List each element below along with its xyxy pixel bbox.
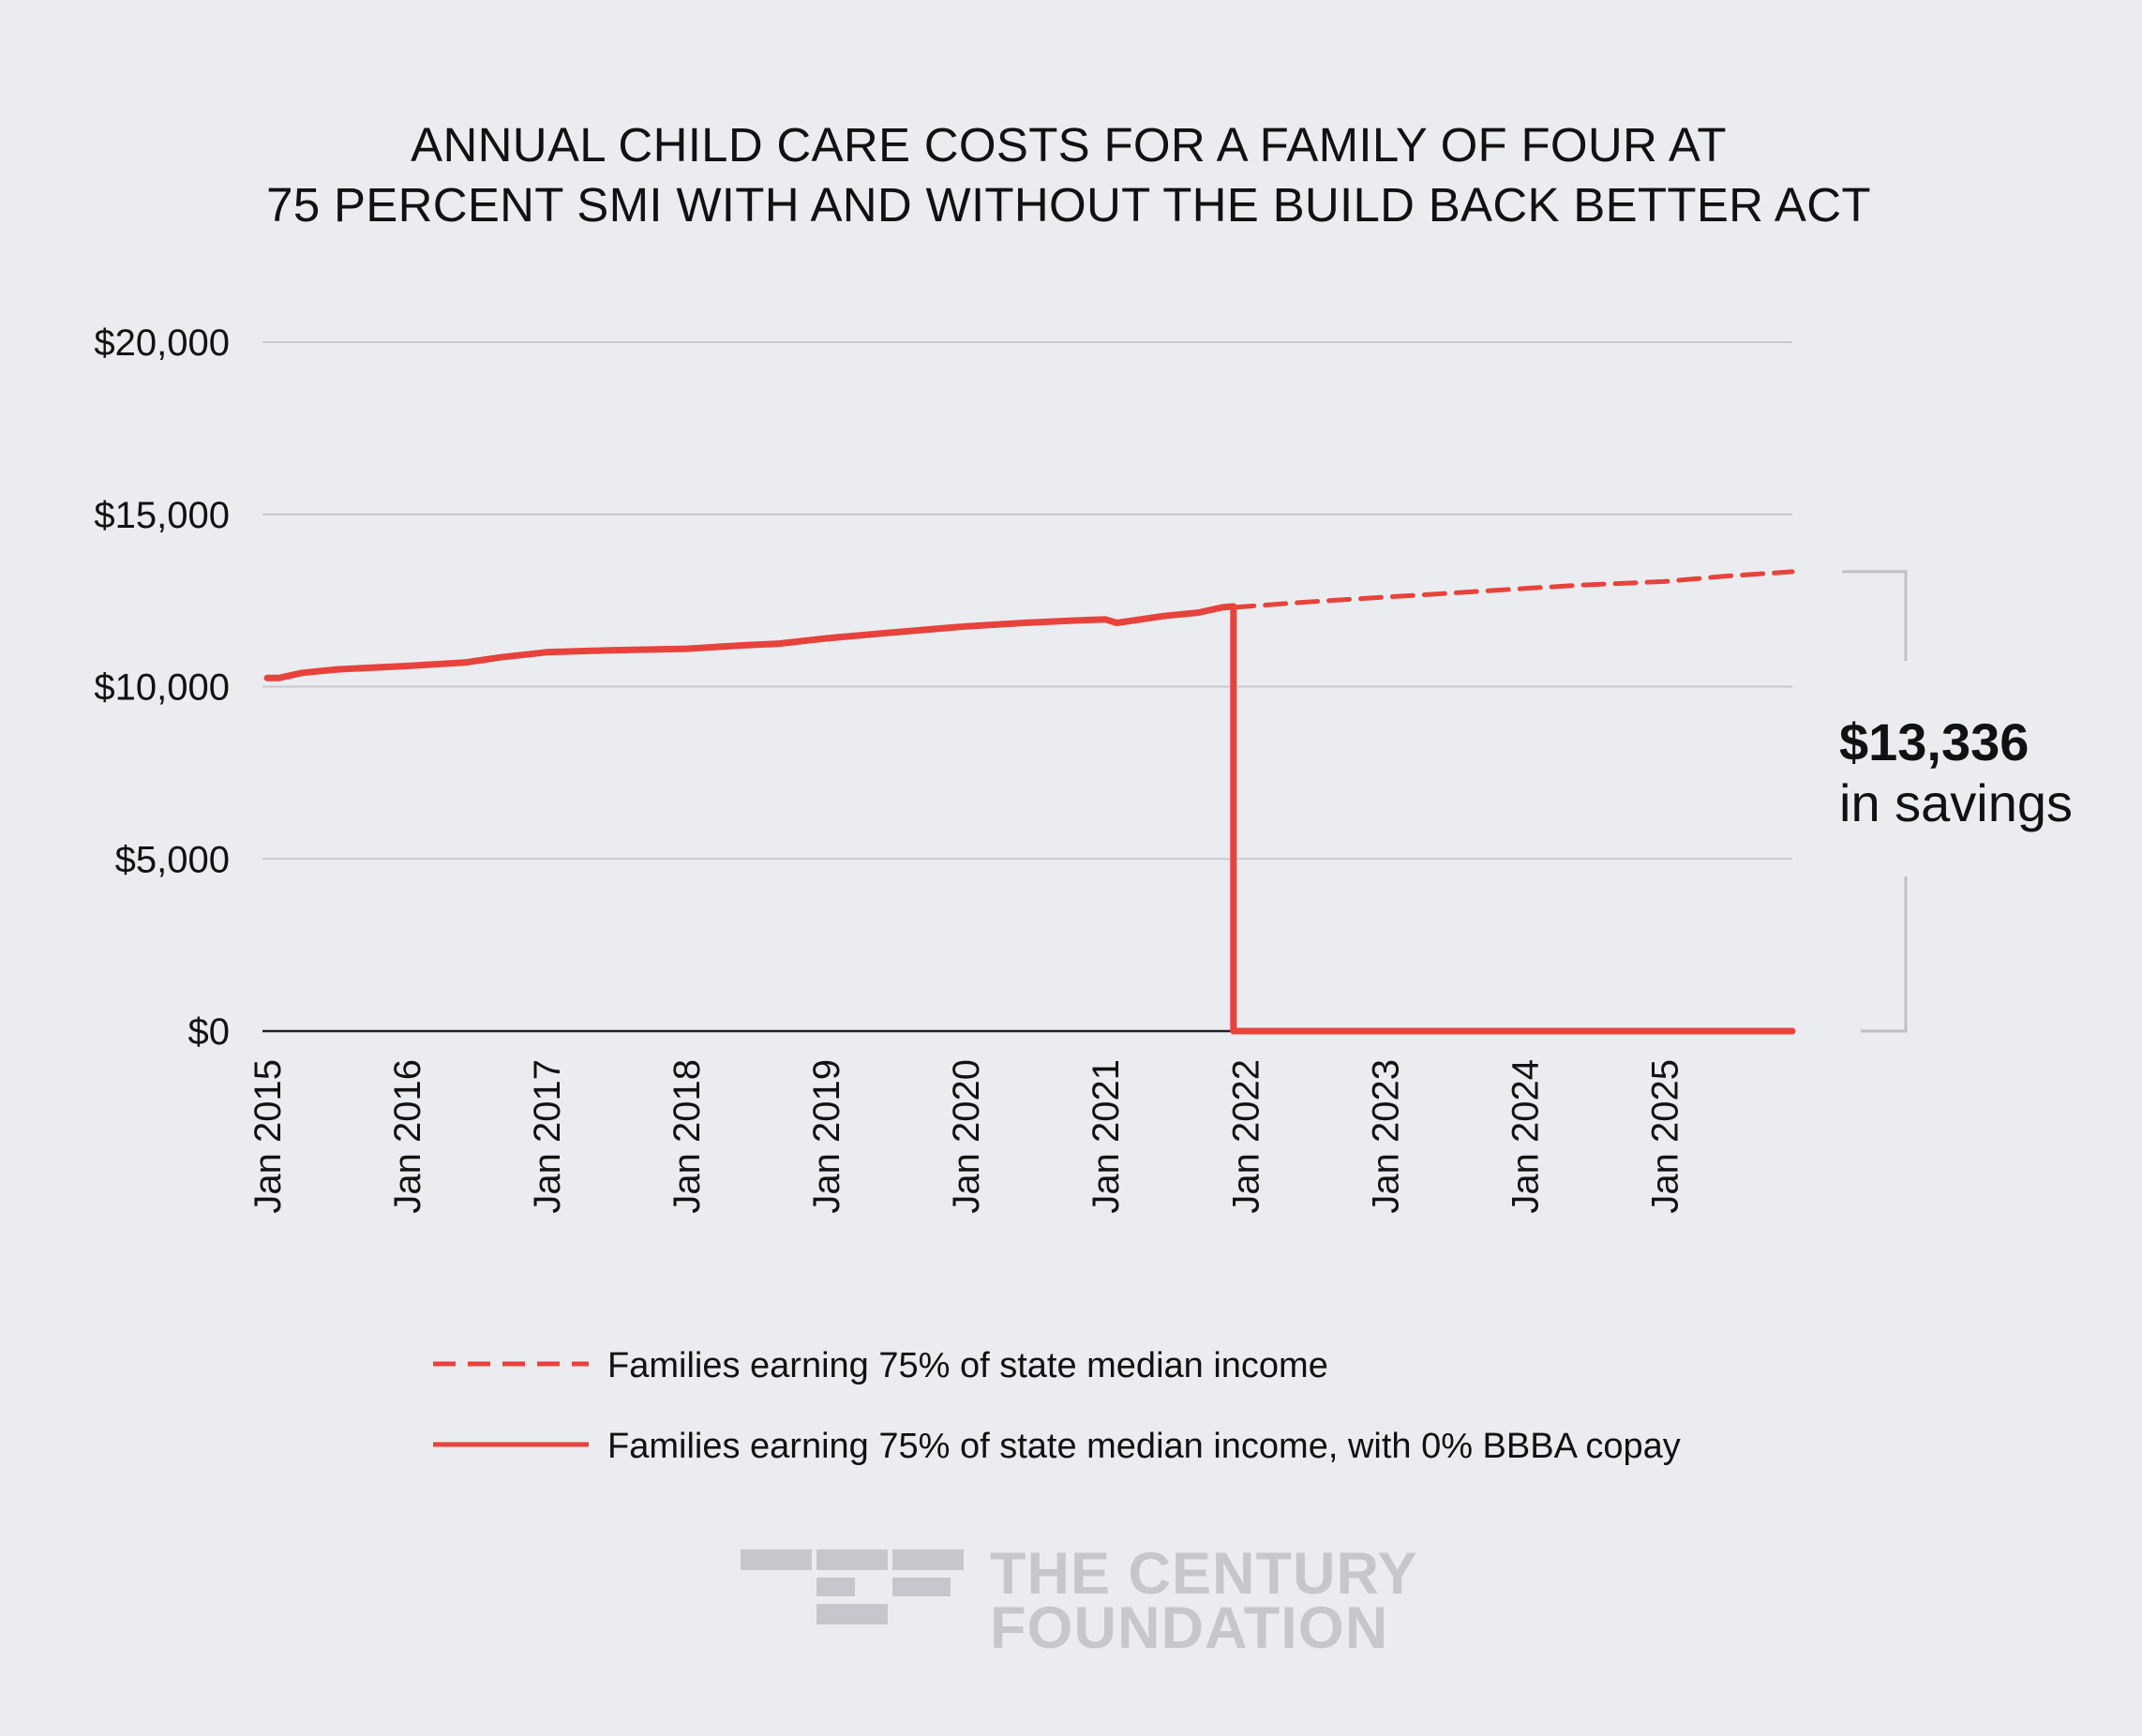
x-tick-label: Jan 2016 bbox=[387, 1059, 428, 1214]
y-tick-label: $20,000 bbox=[94, 322, 230, 364]
y-tick-label: $15,000 bbox=[94, 495, 230, 536]
x-tick-label: Jan 2017 bbox=[527, 1059, 568, 1214]
legend-label-dashed: Families earning 75% of state median inc… bbox=[607, 1346, 1328, 1385]
x-tick-label: Jan 2023 bbox=[1365, 1059, 1406, 1214]
legend-label-solid: Families earning 75% of state median inc… bbox=[607, 1427, 1681, 1466]
logo-line-1: THE CENTURY bbox=[990, 1541, 1418, 1607]
x-tick-label: Jan 2025 bbox=[1644, 1059, 1685, 1214]
x-tick-label: Jan 2015 bbox=[247, 1059, 289, 1214]
savings-bracket-bottom bbox=[1861, 876, 1908, 1033]
legend: Families earning 75% of state median inc… bbox=[433, 1346, 1681, 1466]
savings-label: in savings bbox=[1839, 773, 2073, 832]
logo-line-2: FOUNDATION bbox=[990, 1595, 1388, 1661]
series-lines bbox=[263, 569, 1796, 1035]
x-tick-label: Jan 2019 bbox=[806, 1059, 847, 1214]
y-tick-label: $0 bbox=[188, 1011, 231, 1053]
savings-value: $13,336 bbox=[1839, 712, 2029, 771]
series-line-without-bbba bbox=[1231, 569, 1795, 610]
grid-lines bbox=[262, 341, 1792, 1033]
x-axis-ticks: Jan 2015 Jan 2016 Jan 2017 Jan 2018 Jan 2019… bbox=[247, 1059, 1685, 1214]
series-line-with-bbba bbox=[263, 603, 1796, 1035]
logo-mark-icon bbox=[741, 1549, 964, 1624]
savings-bracket-top bbox=[1842, 570, 1908, 661]
chart-title-line-1: ANNUAL CHILD CARE COSTS FOR A FAMILY OF … bbox=[411, 118, 1727, 172]
x-tick-label: Jan 2021 bbox=[1086, 1059, 1127, 1214]
y-tick-label: $5,000 bbox=[115, 839, 230, 880]
x-tick-label: Jan 2022 bbox=[1225, 1059, 1266, 1214]
x-tick-label: Jan 2020 bbox=[946, 1059, 987, 1214]
chart-title-line-2: 75 PERCENT SMI WITH AND WITHOUT THE BUIL… bbox=[266, 178, 1871, 232]
y-tick-label: $10,000 bbox=[94, 667, 230, 709]
century-foundation-logo: THE CENTURY FOUNDATION bbox=[741, 1541, 1418, 1661]
x-tick-label: Jan 2018 bbox=[667, 1059, 708, 1214]
x-tick-label: Jan 2024 bbox=[1505, 1059, 1546, 1214]
y-axis-ticks: $20,000 $15,000 $10,000 $5,000 $0 bbox=[94, 322, 230, 1053]
